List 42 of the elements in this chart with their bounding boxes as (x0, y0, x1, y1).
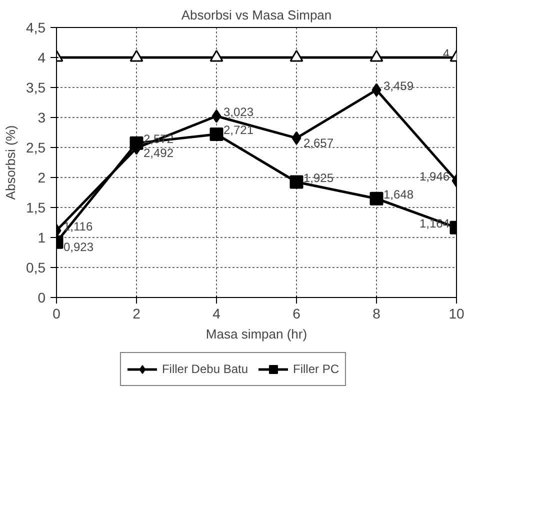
point (130, 50, 144, 62)
x-tick-label: 8 (372, 306, 381, 322)
legend-label: Filler PC (293, 362, 340, 376)
data-label: 1,925 (304, 171, 334, 185)
data-label: 2,572 (144, 132, 174, 146)
point (370, 192, 384, 206)
y-tick-label: 3,5 (26, 80, 46, 96)
point (370, 50, 384, 62)
y-tick-label: 3 (38, 110, 46, 126)
y-tick-label: 2,5 (26, 140, 46, 156)
data-label: 3,023 (224, 105, 254, 120)
y-tick-label: 0,5 (26, 260, 46, 276)
point (290, 50, 304, 62)
x-tick-label: 10 (448, 306, 464, 322)
data-label: 2,721 (224, 123, 254, 138)
chart-title: Absorbsi vs Masa Simpan (181, 8, 332, 22)
point (290, 175, 304, 189)
point (130, 136, 144, 150)
x-tick-label: 4 (212, 306, 221, 322)
x-tick-label: 2 (132, 306, 141, 322)
y-tick-label: 2 (38, 170, 46, 186)
y-tick-label: 1,5 (26, 200, 46, 216)
point (210, 127, 224, 141)
data-label: 1,946 (419, 170, 450, 184)
y-axis-title: Absorbsi (%) (3, 125, 18, 200)
point (212, 109, 222, 123)
y-tick-label: 1 (38, 230, 46, 246)
legend-label: Filler Debu Batu (162, 362, 248, 376)
data-label: 3,459 (384, 78, 414, 93)
data-label: 1,648 (384, 188, 414, 202)
point (210, 50, 224, 62)
point (292, 131, 302, 145)
x-tick-label: 6 (292, 306, 301, 322)
y-tick-label: 4,5 (26, 20, 46, 36)
data-label: 0,923 (64, 240, 94, 254)
y-tick-label: 0 (38, 290, 46, 306)
x-tick-label: 0 (52, 306, 61, 322)
y-tick-label: 4 (38, 50, 46, 66)
data-label: 2,657 (304, 136, 334, 150)
x-axis-title: Masa simpan (hr) (206, 326, 308, 342)
data-label: 2,492 (144, 146, 174, 160)
point (372, 83, 382, 97)
